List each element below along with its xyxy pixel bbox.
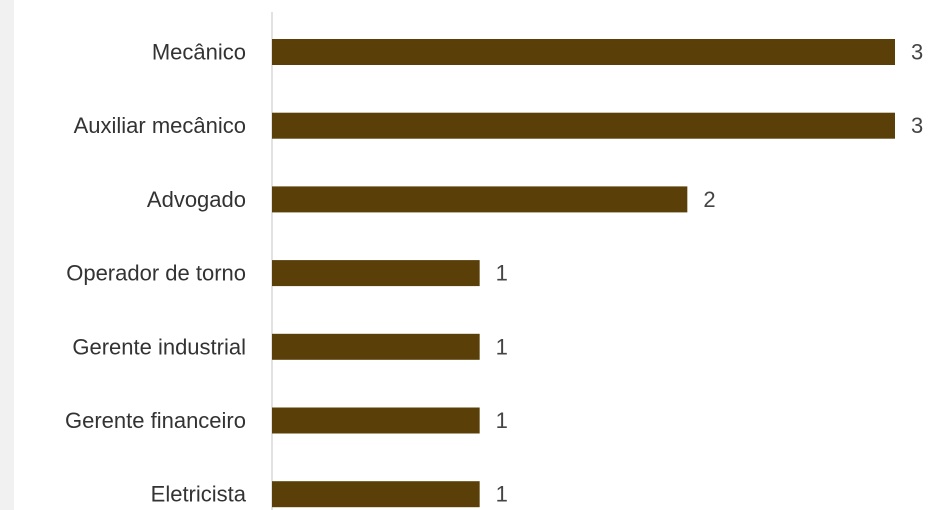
category-label-0: Mecânico	[152, 40, 246, 65]
value-label-4: 1	[496, 334, 508, 359]
bar-1	[272, 112, 895, 139]
category-labels-group: Mecânico Auxiliar mecânico Advogado Operado…	[65, 40, 247, 507]
bar-6	[272, 481, 480, 508]
bar-5	[272, 407, 480, 434]
value-label-1: 3	[911, 113, 923, 138]
category-label-4: Gerente industrial	[72, 334, 246, 359]
bar-0	[272, 39, 895, 65]
category-label-3: Operador de torno	[66, 261, 246, 286]
value-label-3: 1	[496, 261, 508, 286]
bar-2	[272, 186, 688, 213]
value-labels-group: 3 3 2 1 1 1 1	[496, 40, 924, 507]
value-label-0: 3	[911, 40, 923, 65]
value-label-5: 1	[496, 408, 508, 433]
bar-4	[272, 333, 480, 360]
category-label-2: Advogado	[147, 187, 246, 212]
category-label-6: Eletricista	[151, 482, 247, 507]
value-label-6: 1	[496, 482, 508, 507]
category-label-1: Auxiliar mecânico	[74, 113, 246, 138]
value-label-2: 2	[703, 187, 715, 212]
category-label-5: Gerente financeiro	[65, 408, 246, 433]
bars-group	[272, 39, 895, 508]
bar-3	[272, 260, 480, 287]
left-margin-strip	[0, 0, 14, 510]
